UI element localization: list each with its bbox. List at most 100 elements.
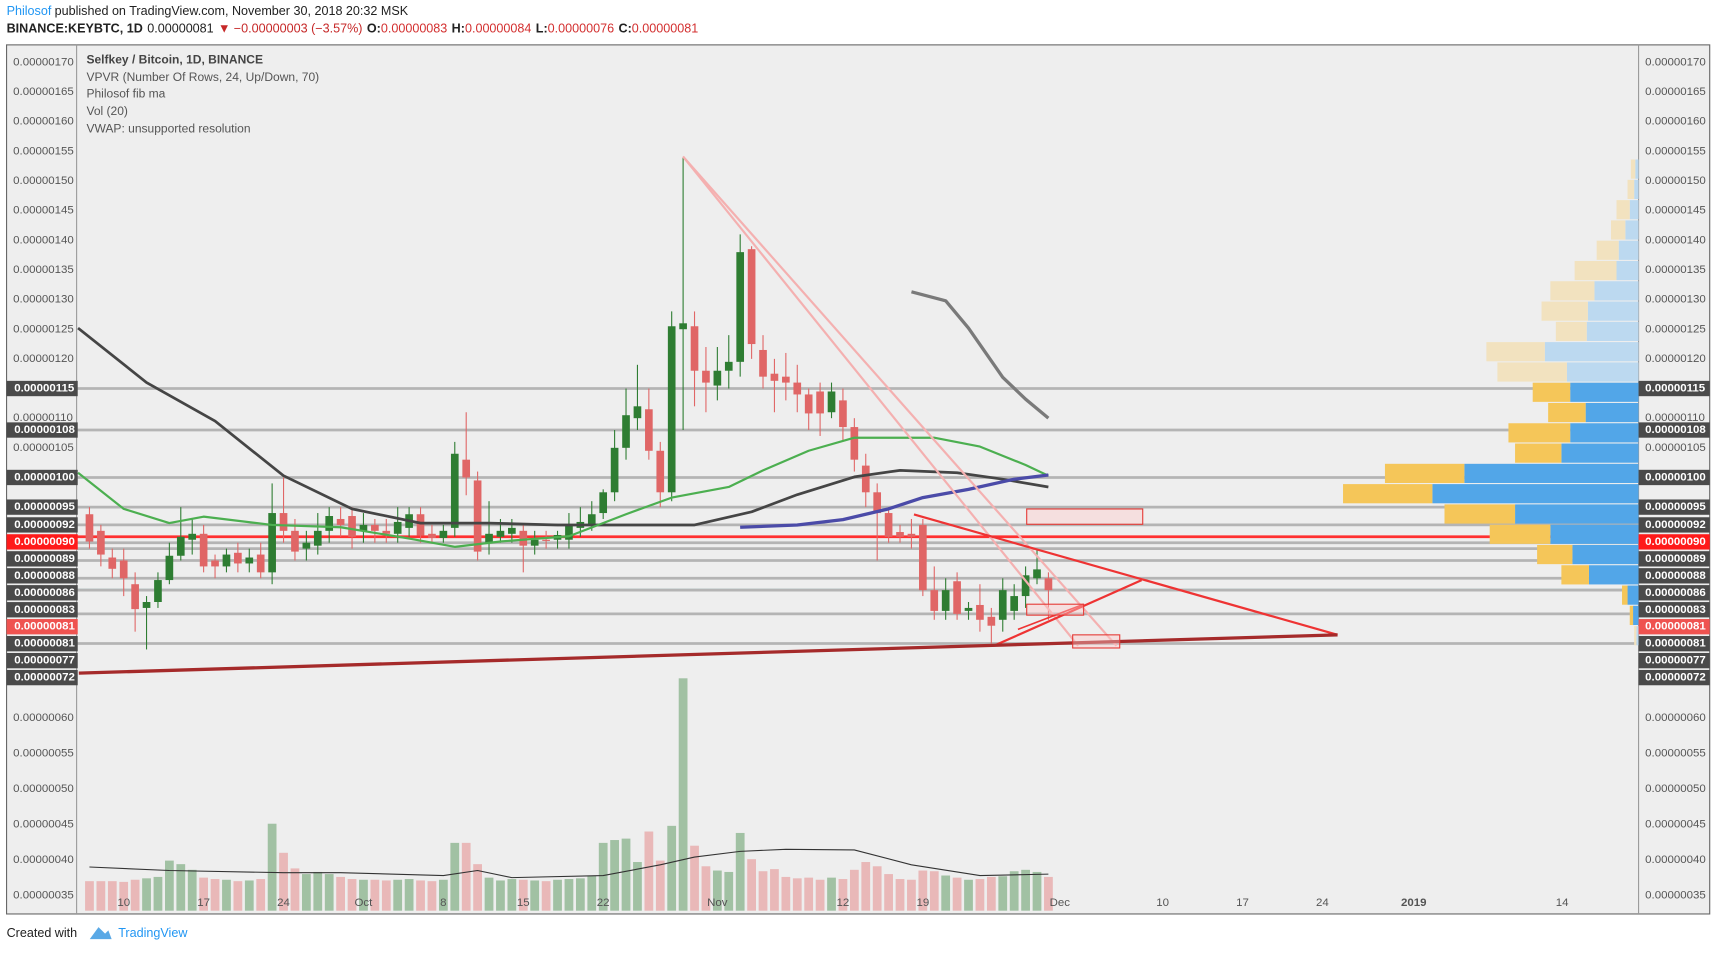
volume-bar: [313, 871, 323, 911]
candle-body: [325, 516, 334, 531]
price-badge-label: 0.00000089: [14, 553, 75, 565]
volume-bar: [792, 878, 802, 911]
candle-body: [565, 524, 573, 540]
price-badge: [1638, 499, 1710, 515]
candle-body: [450, 453, 459, 528]
volume-bar: [222, 879, 231, 911]
volume-bar: [644, 831, 654, 911]
author[interactable]: Philosof: [7, 4, 52, 18]
ohlc-label: O:: [367, 22, 381, 36]
volume-bar: [267, 823, 277, 911]
y2-tick-label: 0.00000045: [13, 818, 74, 830]
volume-bar: [404, 879, 414, 911]
volume-bar: [507, 879, 517, 911]
vpvr-down: [1616, 200, 1630, 220]
volume-bar: [998, 876, 1008, 911]
y-tick-label: 0.00000110: [13, 412, 73, 424]
volume-bar: [164, 860, 174, 911]
price-badge: [6, 534, 78, 550]
vpvr-up: [1587, 301, 1639, 321]
candle-body: [302, 542, 311, 549]
price-badge-label: 0.00000108: [14, 424, 75, 436]
candle-body: [941, 590, 950, 611]
indicator: VPVR (Number Of Rows, 24, Up/Down, 70): [86, 70, 319, 84]
x-tick-label: 8: [440, 897, 446, 909]
volume-bar: [347, 879, 357, 911]
y2-tick-label: 0.00000050: [13, 783, 74, 795]
candle-body: [861, 465, 870, 493]
price-badge: [1638, 652, 1710, 669]
y-tick-label: 0.00000140: [1645, 234, 1706, 246]
volume-bar: [438, 879, 448, 911]
candle-body: [473, 480, 482, 552]
candle-body: [176, 536, 185, 556]
indicator-line: [911, 290, 1050, 420]
price-badge-label: 0.00000088: [1645, 570, 1706, 582]
vpvr-down: [1627, 179, 1635, 200]
x-tick-label: 15: [517, 897, 530, 909]
volume-bar: [690, 845, 699, 911]
price-badge-label: 0.00000100: [1645, 472, 1706, 484]
vpvr-up: [1629, 200, 1639, 220]
candle-body: [279, 513, 288, 531]
candle-body: [393, 521, 402, 534]
price-badge-label: 0.00000077: [14, 655, 75, 667]
ohlc-value: 0.00000084: [465, 22, 531, 36]
vpvr-down: [1537, 544, 1573, 565]
volume-bar: [667, 825, 677, 911]
candle-body: [850, 427, 859, 460]
y-tick-label: 0.00000125: [13, 323, 74, 335]
candle-body: [542, 539, 550, 541]
candle-body: [702, 370, 710, 383]
zone: [1072, 634, 1121, 649]
vpvr-up: [1634, 179, 1639, 200]
price-badge-label: 0.00000095: [14, 501, 75, 513]
x-tick-label: 24: [1316, 897, 1329, 909]
footer-brand[interactable]: TradingView: [118, 926, 188, 940]
vpvr-down: [1550, 281, 1595, 301]
candle-body: [256, 554, 265, 573]
candle-body: [519, 530, 528, 546]
last: 0.00000081: [147, 22, 213, 36]
price-badge-label: 0.00000090: [14, 536, 75, 548]
candle-body: [782, 376, 790, 383]
y-tick-label: 0.00000120: [13, 353, 74, 365]
candle-body: [987, 616, 996, 626]
x-tick-label: 17: [197, 897, 210, 909]
vpvr-down: [1574, 260, 1617, 281]
price-badge-label: 0.00000088: [14, 570, 75, 582]
vpvr-down: [1611, 220, 1626, 240]
candle-body: [610, 447, 619, 493]
candle-body: [359, 524, 368, 531]
y-tick-label: 0.00000145: [1645, 205, 1706, 217]
indicator: Vol (20): [86, 104, 127, 118]
volume-bar: [770, 869, 779, 911]
zone: [1026, 603, 1085, 616]
vpvr-up: [1594, 281, 1639, 301]
ohlc-label: C:: [618, 22, 631, 36]
volume-bar: [884, 874, 893, 911]
x-tick-label: 14: [1556, 897, 1569, 909]
price-badge: [6, 551, 78, 567]
vpvr-down: [1343, 484, 1433, 504]
volume-bar: [975, 879, 985, 911]
indicator-line: [740, 473, 1049, 529]
candle-body: [645, 409, 653, 451]
volume-bar: [564, 879, 574, 911]
vpvr-up: [1588, 565, 1639, 585]
candle-body: [462, 459, 471, 478]
zone: [1026, 508, 1144, 525]
volume-bar: [142, 878, 151, 911]
volume-bar: [336, 876, 345, 911]
volume-bar: [518, 879, 528, 911]
price-badge: [1638, 568, 1710, 584]
volume-bar: [233, 881, 243, 911]
vpvr-up: [1432, 484, 1639, 504]
vpvr-down: [1497, 362, 1567, 382]
price-badge-label: 0.00000100: [14, 472, 75, 484]
price-badge-label: 0.00000077: [1645, 655, 1706, 667]
price-badge-label: 0.00000072: [1645, 672, 1706, 684]
y-tick-label: 0.00000135: [13, 264, 74, 276]
